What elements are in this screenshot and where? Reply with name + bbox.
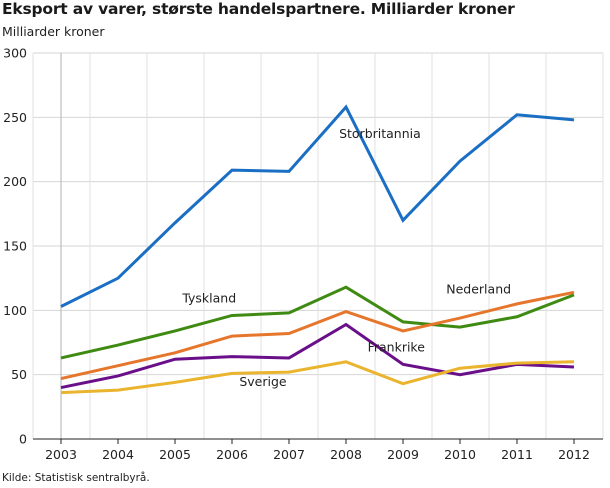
y-tick-label: 250 <box>3 110 27 125</box>
axes: 0 50 100 150 200 250 300 2003 2004 2005 2006 2007 20… <box>3 46 603 462</box>
series-label-nederland: Nederland <box>446 282 511 297</box>
series-lines <box>60 104 575 395</box>
y-tick-label: 300 <box>3 46 27 61</box>
y-tick-label: 0 <box>19 432 27 447</box>
x-tick-label: 2005 <box>159 447 191 462</box>
x-tick-label: 2008 <box>330 447 362 462</box>
series-line-tyskland <box>60 285 575 360</box>
x-tick-label: 2006 <box>216 447 248 462</box>
x-tick-label: 2003 <box>45 447 77 462</box>
gridlines <box>32 52 604 439</box>
y-tick-label: 150 <box>3 239 27 254</box>
x-tick-label: 2009 <box>387 447 419 462</box>
y-tick-label: 100 <box>3 303 27 318</box>
x-tick-label: 2007 <box>273 447 305 462</box>
source-note: Kilde: Statistisk sentralbyrå. <box>2 472 150 484</box>
series-label-storbritannia: Storbritannia <box>339 126 421 141</box>
series-line-nederland <box>60 290 575 380</box>
y-tick-label: 50 <box>11 367 27 382</box>
x-tick-label: 2011 <box>501 447 533 462</box>
y-axis-unit-label: Milliarder kroner <box>2 24 105 39</box>
series-label-sverige: Sverige <box>239 374 287 389</box>
x-tick-label: 2012 <box>558 447 590 462</box>
series-line-storbritannia <box>60 104 575 308</box>
series-label-tyskland: Tyskland <box>181 291 236 306</box>
series-labels: Storbritannia Tyskland Nederland Frankrike S… <box>181 126 511 389</box>
chart-title: Eksport av varer, største handelspartner… <box>2 0 515 18</box>
line-chart: 0 50 100 150 200 250 300 2003 2004 2005 2006 2007 20… <box>3 46 604 462</box>
x-tick-label: 2004 <box>102 447 134 462</box>
y-tick-label: 200 <box>3 174 27 189</box>
series-line-sverige <box>60 360 575 395</box>
x-tick-label: 2010 <box>444 447 476 462</box>
series-line-frankrike <box>60 322 575 390</box>
series-label-frankrike: Frankrike <box>368 340 426 355</box>
